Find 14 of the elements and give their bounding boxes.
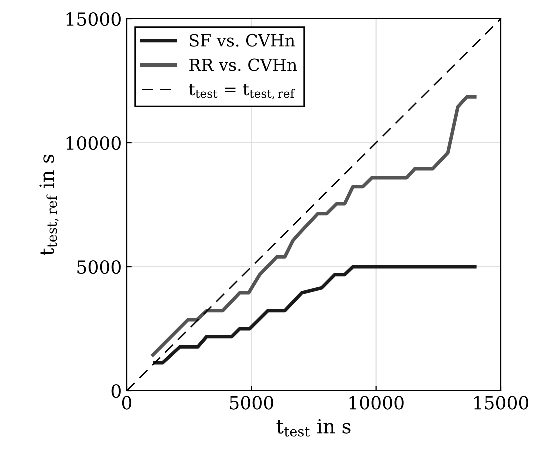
x-tick-label: 15000: [474, 396, 529, 410]
x-tick-label: 0: [122, 396, 132, 410]
legend-label: t$_{test}$ = t$_{test,ref}$: [189, 84, 296, 100]
line-series: [153, 265, 477, 365]
y-tick-label: 10000: [66, 136, 121, 150]
legend-label: SF vs. CVHn: [190, 34, 296, 47]
x-tick-label: 10000: [350, 396, 404, 410]
x-axis-title: t$_{test}$ in s: [276, 419, 351, 437]
y-tick-label: 0: [112, 384, 121, 398]
y-axis-title: t$_{test,ref}$ in s: [40, 154, 59, 256]
legend-label: RR vs. CVHn: [190, 58, 298, 72]
y-tick-label: 15000: [66, 12, 121, 26]
x-tick-label: 5000: [230, 396, 274, 410]
y-tick-label: 5000: [78, 260, 121, 274]
